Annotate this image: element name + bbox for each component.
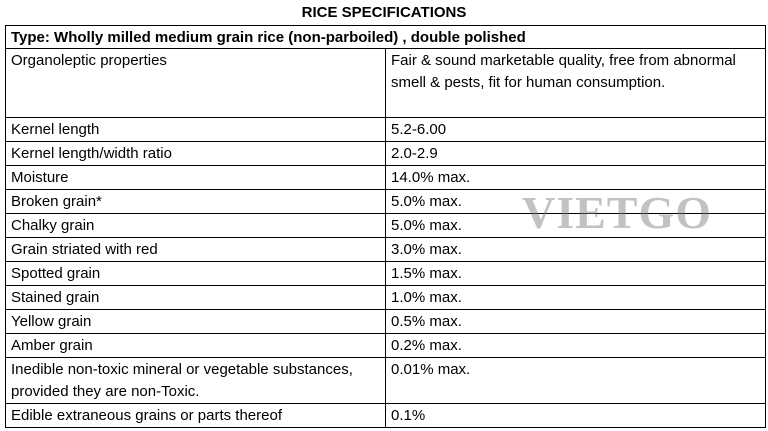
value-cell: 14.0% max.: [384, 165, 767, 190]
table-row: Broken grain* 5.0% max.: [5, 189, 767, 214]
property-cell: Yellow grain: [5, 309, 386, 334]
property-cell: Kernel length/width ratio: [5, 141, 386, 166]
table-row: Grain striated with red 3.0% max.: [5, 237, 767, 262]
value-cell: 0.1%: [384, 403, 767, 428]
value-cell: 5.0% max.: [384, 213, 767, 238]
table-row: Chalky grain 5.0% max.: [5, 213, 767, 238]
value-cell: 2.0-2.9: [384, 141, 767, 166]
property-cell: Chalky grain: [5, 213, 386, 238]
table-row: Inedible non-toxic mineral or vegetable …: [5, 357, 767, 404]
value-cell: 5.2-6.00: [384, 117, 767, 142]
value-cell: 3.0% max.: [384, 237, 767, 262]
type-cell: Type: Wholly milled medium grain rice (n…: [4, 25, 767, 49]
value-cell: 1.0% max.: [384, 285, 767, 310]
value-cell: 1.5% max.: [384, 261, 767, 286]
property-cell: Edible extraneous grains or parts thereo…: [5, 403, 386, 428]
property-cell: Broken grain*: [5, 189, 386, 214]
property-cell: Amber grain: [5, 333, 386, 358]
table-row: Moisture 14.0% max.: [5, 165, 767, 190]
type-row: Type: Wholly milled medium grain rice (n…: [4, 25, 767, 49]
rice-spec-table: Type: Wholly milled medium grain rice (n…: [4, 25, 767, 428]
table-row: Amber grain 0.2% max.: [5, 333, 767, 358]
value-cell: Fair & sound marketable quality, free fr…: [384, 48, 767, 118]
property-cell: Spotted grain: [5, 261, 386, 286]
value-cell: 0.5% max.: [384, 309, 767, 334]
document-title: RICE SPECIFICATIONS: [301, 4, 467, 21]
property-cell: Moisture: [5, 165, 386, 190]
property-cell: Inedible non-toxic mineral or vegetable …: [5, 357, 386, 404]
table-row: Stained grain 1.0% max.: [5, 285, 767, 310]
property-cell: Stained grain: [5, 285, 386, 310]
value-cell: 0.2% max.: [384, 333, 767, 358]
property-cell: Organoleptic properties: [5, 48, 386, 118]
table-row: Edible extraneous grains or parts thereo…: [5, 403, 767, 428]
property-cell: Grain striated with red: [5, 237, 386, 262]
table-row: Yellow grain 0.5% max.: [5, 309, 767, 334]
table-row: Organoleptic properties Fair & sound mar…: [5, 48, 767, 118]
property-cell: Kernel length: [5, 117, 386, 142]
table-row: Kernel length 5.2-6.00: [5, 117, 767, 142]
table-row: Spotted grain 1.5% max.: [5, 261, 767, 286]
value-cell: 0.01% max.: [384, 357, 767, 404]
value-cell: 5.0% max.: [384, 189, 767, 214]
table-row: Kernel length/width ratio 2.0-2.9: [5, 141, 767, 166]
